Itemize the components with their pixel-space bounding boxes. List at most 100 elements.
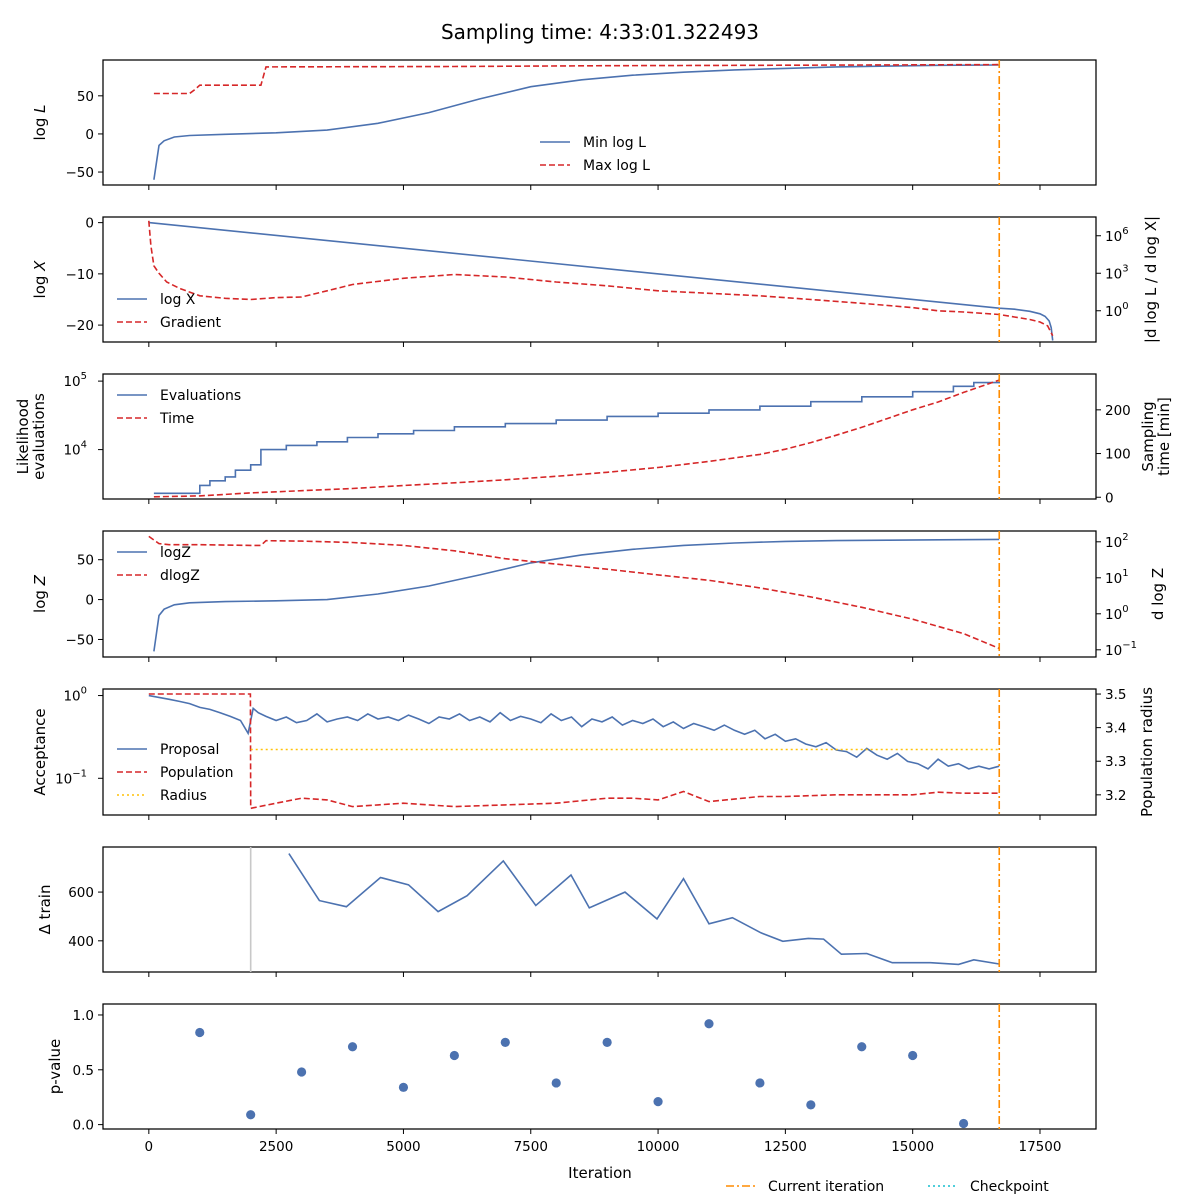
figure-legend-label: Checkpoint — [970, 1179, 1049, 1195]
y-axis-label: Likelihoodevaluations — [14, 393, 48, 480]
y-tick-label: 600 — [68, 885, 94, 901]
panel-frame — [102, 846, 1097, 973]
series-dlogz — [148, 535, 1000, 650]
legend-label: Radius — [160, 788, 207, 804]
panel-frame — [102, 373, 1097, 500]
right-y-tick-label: 10−1 — [1105, 640, 1137, 659]
right-y-axis-label: d log Z — [1149, 568, 1167, 620]
p-value-point — [908, 1050, 918, 1061]
panel-frame — [102, 216, 1097, 343]
panel-frame — [102, 1003, 1097, 1130]
p-value-point — [398, 1082, 409, 1092]
series-min-log-l — [153, 64, 1000, 180]
p-value-point — [347, 1042, 358, 1052]
x-tick-label: 2500 — [259, 1139, 293, 1155]
p-value-point — [806, 1100, 816, 1110]
x-tick-label: 12500 — [764, 1139, 807, 1155]
y-tick-label: 1.0 — [73, 1008, 94, 1024]
legend-label: Population — [160, 765, 234, 781]
p-value-point — [602, 1037, 612, 1047]
x-tick-label: 7500 — [514, 1139, 548, 1155]
x-tick-label: 17500 — [1019, 1139, 1062, 1155]
legend-label: dlogZ — [160, 568, 200, 584]
legend-label: Evaluations — [160, 388, 241, 404]
p-value-point — [551, 1078, 561, 1088]
y-tick-label: 50 — [77, 553, 94, 569]
p-value-point — [246, 1110, 256, 1120]
panel-evals: 105 104 0 100 200 Likelihoodevaluations Sampli… — [14, 371, 1173, 506]
series-gradient — [148, 220, 1054, 337]
series-proposal — [148, 694, 1000, 770]
panel-dtrain: 600 400 Δ train — [36, 846, 1097, 977]
panel-logL: 50 0 −50 log L Min log L Max log L — [31, 59, 1097, 190]
y-tick-label: 0.5 — [73, 1063, 94, 1079]
p-value-point — [195, 1027, 205, 1038]
y-tick-label: 0 — [85, 127, 94, 143]
x-tick-label: 5000 — [386, 1139, 420, 1155]
right-y-tick-label: 100 — [1105, 447, 1131, 463]
y-tick-label: −20 — [66, 318, 95, 334]
panel-logX: 0 −10 −20 106 103 100 log X |d log L / d log X|… — [31, 216, 1160, 347]
legend-label: Min log L — [583, 135, 646, 151]
right-y-tick-label: 100 — [1105, 301, 1129, 320]
p-value-point — [449, 1050, 459, 1061]
y-tick-label: 10−1 — [55, 768, 87, 787]
legend-label: Gradient — [160, 315, 221, 331]
series-time — [153, 379, 1000, 498]
right-y-tick-label: 106 — [1105, 226, 1129, 245]
legend-label: Time — [159, 411, 194, 427]
p-value-point — [500, 1037, 510, 1047]
right-y-tick-label: 101 — [1105, 568, 1129, 587]
right-y-axis-label: Population radius — [1138, 687, 1156, 817]
right-y-tick-label: 3.5 — [1105, 687, 1126, 703]
figure-legend: Current iteration Checkpoint — [726, 1179, 1049, 1195]
legend-label: log X — [160, 292, 196, 308]
right-y-tick-label: 200 — [1105, 403, 1131, 419]
y-tick-label: 0.0 — [73, 1118, 94, 1134]
series-population — [148, 693, 1000, 810]
y-tick-label: 0 — [85, 216, 94, 232]
legend-label: Max log L — [583, 158, 650, 174]
x-tick-label: 15000 — [891, 1139, 934, 1155]
y-tick-label: 104 — [63, 440, 87, 459]
y-tick-label: 400 — [68, 934, 94, 950]
y-tick-label: 0 — [85, 593, 94, 609]
series-logz — [153, 538, 1000, 652]
p-value-point — [959, 1118, 969, 1129]
x-axis-label: Iteration — [568, 1164, 632, 1182]
p-value-point — [653, 1096, 663, 1107]
x-tick-label: 10000 — [637, 1139, 680, 1155]
right-y-tick-label: 102 — [1105, 532, 1129, 551]
legend-label: logZ — [160, 545, 191, 561]
panel-logZ: 50 0 −50 102 101 100 10−1 log Z d log Z logZ dlogZ — [31, 530, 1167, 662]
right-y-tick-label: 3.3 — [1105, 754, 1126, 770]
y-tick-label: −50 — [66, 165, 95, 181]
p-value-point — [297, 1067, 307, 1077]
y-axis-label: Acceptance — [31, 708, 49, 795]
p-value-point — [755, 1078, 765, 1088]
right-y-tick-label: 100 — [1105, 604, 1129, 623]
panel-acceptance: 100 10−1 3.5 3.4 3.3 3.2 Acceptance Population … — [31, 686, 1156, 820]
panel-pvalue: 0 2500 5000 7500 10000 12500 15000 17500 1.0 0.5 0… — [46, 1003, 1097, 1155]
panel-frame — [102, 530, 1097, 658]
series-max-log-l — [153, 63, 1000, 95]
legend-label: Proposal — [160, 742, 219, 758]
series-train — [288, 853, 1000, 966]
figure-legend-label: Current iteration — [768, 1179, 884, 1195]
panel-frame — [102, 688, 1097, 816]
y-axis-label: log L — [31, 105, 49, 141]
right-y-tick-label: 3.2 — [1105, 788, 1126, 804]
series-evaluations — [153, 378, 1000, 495]
right-y-tick-label: 103 — [1105, 263, 1129, 282]
y-tick-label: 100 — [63, 686, 87, 705]
plot-panels: 50 0 −50 log L Min log L Max log L 0 −10 −20 106 1… — [14, 59, 1173, 1155]
right-y-axis-label: |d log L / d log X| — [1142, 216, 1160, 343]
y-tick-label: −50 — [66, 632, 95, 648]
y-axis-label: Δ train — [36, 885, 54, 935]
series-log-x — [148, 221, 1054, 341]
right-y-tick-label: 0 — [1105, 490, 1114, 506]
figure-title: Sampling time: 4:33:01.322493 — [441, 20, 759, 44]
y-axis-label: log Z — [31, 574, 49, 613]
y-tick-label: 105 — [63, 371, 87, 390]
